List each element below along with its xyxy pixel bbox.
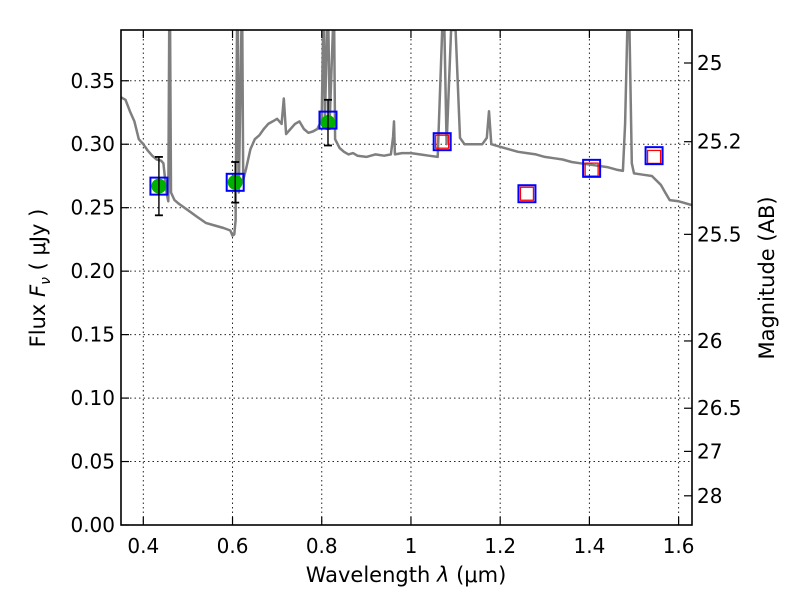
y-tick-label: 0.10 (70, 386, 115, 410)
plot-frame (120, 29, 693, 526)
y-tick-label: 0.25 (70, 196, 115, 220)
y2-tick-label: 27 (697, 439, 722, 463)
x-axis-label: Wavelength λ (μm) (306, 563, 507, 587)
y2-tick-label: 26 (697, 329, 722, 353)
x-tick-label: 0.6 (217, 534, 249, 558)
x-tick-label: 1.4 (573, 534, 605, 558)
y-tick-label: 0.05 (70, 450, 115, 474)
x-tick-label: 0.8 (306, 534, 338, 558)
y2-tick-label: 28 (697, 484, 722, 508)
template-spectrum-line (121, 30, 692, 237)
y2-tick-label: 25.5 (697, 222, 742, 246)
y-tick-label: 0.20 (70, 259, 115, 283)
x-tick-label: 0.4 (127, 534, 159, 558)
model-flux-marker (582, 158, 602, 178)
y2-axis-label: Magnitude (AB) (755, 196, 779, 359)
ticks: 0.4 0.6 0.8 1 1.2 1.4 1.6 0.00 0.05 0.10 0.15 0.20 0… (70, 30, 742, 558)
y-tick-label: 0.30 (70, 132, 115, 156)
x-tick-label: 1 (405, 534, 418, 558)
upper-limit-marker (519, 186, 535, 201)
y-tick-label: 0.35 (70, 69, 115, 93)
upper-limit-marker (435, 134, 450, 149)
y-axis-label: Flux Fν ( μJy ) (26, 209, 54, 348)
errorbars (154, 98, 332, 217)
grid (121, 30, 692, 526)
y2-tick-label: 25 (697, 51, 722, 75)
model-flux-marker (517, 184, 537, 204)
model-flux-marker (432, 132, 452, 152)
model-flux-marker (644, 146, 664, 166)
x-tick-label: 1.2 (484, 534, 516, 558)
y-tick-label: 0.00 (70, 513, 115, 537)
y2-tick-label: 25.2 (697, 130, 742, 154)
y-tick-label: 0.15 (70, 323, 115, 347)
y2-tick-label: 26.5 (697, 396, 742, 420)
x-tick-label: 1.6 (663, 534, 695, 558)
